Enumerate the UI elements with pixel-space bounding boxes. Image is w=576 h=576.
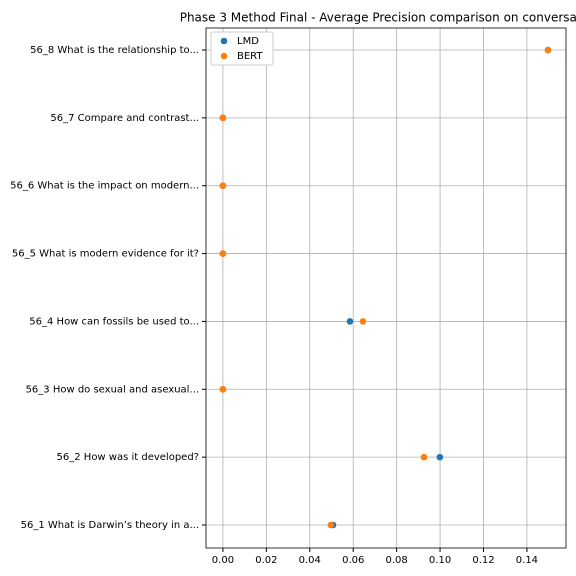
y-tick-label: 56_2 How was it developed? [57, 452, 199, 463]
y-tick-label: 56_5 What is modern evidence for it? [12, 249, 199, 260]
y-tick-label: 56_7 Compare and contrast... [50, 113, 199, 124]
x-tick-label: 0.10 [429, 555, 451, 566]
legend-marker [220, 52, 228, 60]
y-tick-label: 56_6 What is the impact on modern... [10, 181, 199, 192]
x-tick-label: 0.04 [299, 555, 321, 566]
point [420, 453, 428, 461]
x-tick-label: 0.02 [255, 555, 277, 566]
y-tick-label: 56_3 How do sexual and asexual... [26, 384, 199, 395]
x-tick-label: 0.06 [342, 555, 364, 566]
point [346, 318, 354, 325]
legend-label: LMD [237, 36, 259, 47]
legend-label: BERT [237, 51, 263, 62]
chart-title: Phase 3 Method Final - Average Precision… [180, 11, 576, 25]
point [359, 318, 367, 325]
plot-frame [205, 27, 567, 549]
point [219, 114, 227, 122]
point [544, 46, 552, 54]
x-tick-label: 0.00 [212, 555, 234, 566]
legend-marker [220, 37, 228, 45]
x-tick-label: 0.08 [386, 555, 408, 566]
point [219, 182, 227, 190]
x-tick-label: 0.14 [516, 555, 538, 566]
point [436, 453, 444, 461]
point [219, 385, 227, 393]
y-tick-label: 56_4 How can fossils be used to... [29, 316, 199, 327]
y-tick-label: 56_8 What is the relationship to... [30, 45, 199, 56]
y-tick-label: 56_1 What is Darwin’s theory in a... [21, 520, 199, 531]
x-tick-label: 0.12 [472, 555, 494, 566]
point [327, 521, 335, 529]
point [219, 250, 227, 257]
